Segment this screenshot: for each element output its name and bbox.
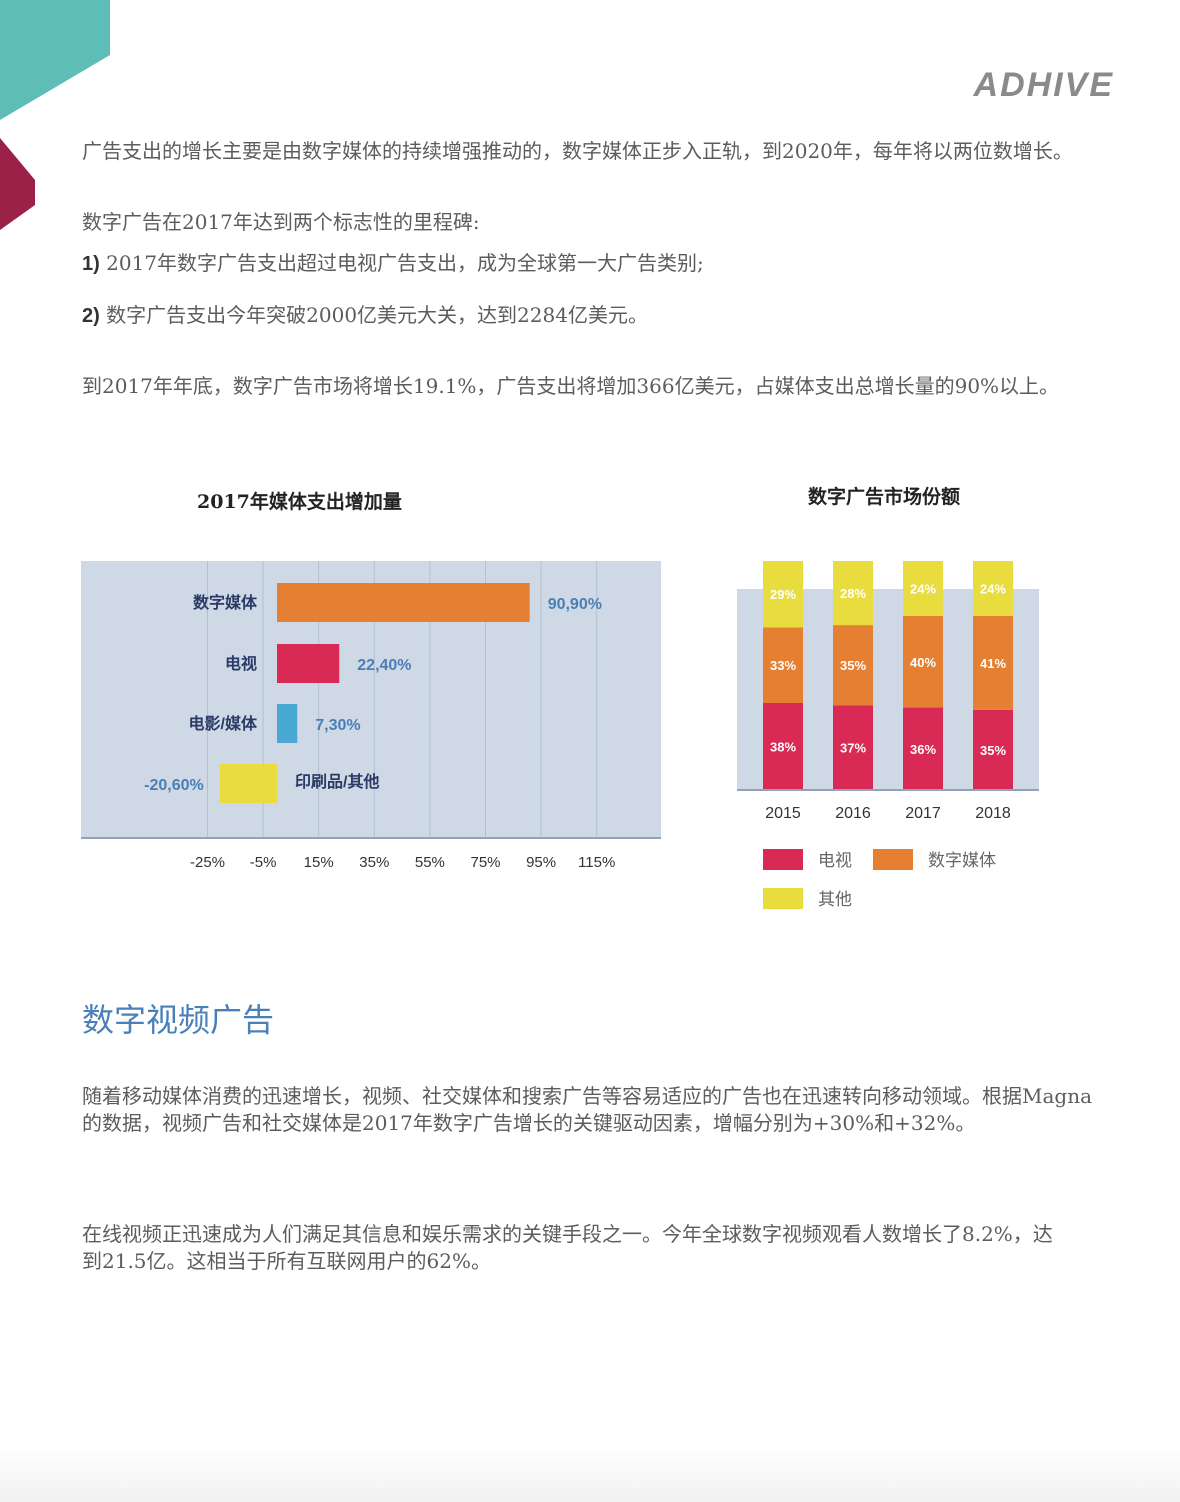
bar-segment bbox=[973, 561, 1013, 616]
section-heading: 数字视频广告 bbox=[82, 1001, 275, 1039]
list-number: 1) bbox=[82, 253, 100, 275]
x-tick-label: 115% bbox=[578, 854, 615, 871]
segment-label: 36% bbox=[910, 742, 936, 757]
bar-segment bbox=[763, 702, 803, 790]
x-tick-label: 55% bbox=[415, 854, 445, 871]
segment-label: 33% bbox=[770, 658, 796, 673]
value-label: 90,90% bbox=[548, 596, 602, 613]
legend-label: 其他 bbox=[818, 890, 852, 910]
paragraph: 到2017年年底，数字广告市场将增长19.1%，广告支出将增加366亿美元，占媒… bbox=[82, 374, 1060, 398]
segment-label: 40% bbox=[910, 655, 936, 670]
legend-swatch bbox=[763, 849, 803, 870]
x-tick-label: 2018 bbox=[975, 805, 1011, 822]
adhive-logo: ADHIVE bbox=[973, 66, 1114, 104]
x-tick-label: 2016 bbox=[835, 805, 871, 822]
bar-segment bbox=[973, 615, 1013, 710]
bar bbox=[219, 764, 277, 803]
bar-segment bbox=[763, 627, 803, 703]
segment-label: 24% bbox=[980, 581, 1006, 596]
bar bbox=[277, 704, 298, 743]
milestone-2: 2) 数字广告支出今年突破2000亿美元大关，达到2284亿美元。 bbox=[82, 302, 1117, 330]
x-tick-label: 75% bbox=[470, 854, 500, 871]
bar-segment bbox=[973, 709, 1013, 790]
category-label: 印刷品/其他 bbox=[295, 772, 379, 791]
category-label: 数字媒体 bbox=[193, 593, 258, 612]
bar-segment bbox=[833, 625, 873, 706]
bar-segment bbox=[903, 615, 943, 708]
x-tick-label: 95% bbox=[526, 854, 556, 871]
x-tick-label: 2017 bbox=[905, 805, 941, 822]
paragraph: 广告支出的增长主要是由数字媒体的持续增强推动的，数字媒体正步入正轨，到2020年… bbox=[82, 139, 1073, 163]
paragraph: 数字广告在2017年达到两个标志性的里程碑: bbox=[82, 210, 480, 234]
bar bbox=[277, 583, 530, 622]
value-label: 22,40% bbox=[357, 657, 411, 674]
x-tick-label: 35% bbox=[359, 854, 389, 871]
bar-segment bbox=[763, 561, 803, 628]
x-tick-label: -5% bbox=[250, 854, 277, 871]
milestone-1: 1) 2017年数字广告支出超过电视广告支出，成为全球第一大广告类别; bbox=[82, 250, 1117, 278]
segment-label: 35% bbox=[980, 743, 1006, 758]
list-number: 2) bbox=[82, 305, 100, 327]
maroon-shape bbox=[0, 138, 35, 230]
legend-swatch bbox=[763, 888, 803, 909]
segment-label: 38% bbox=[770, 739, 796, 754]
bar-segment bbox=[903, 561, 943, 616]
media-spend-bar-chart: -25% -5% 15% 35% 55% 75% 95% 115% 数字媒体 90,90% 电视 22… bbox=[81, 561, 661, 871]
decorative-shapes bbox=[0, 0, 110, 230]
value-label: -20,60% bbox=[144, 777, 204, 794]
legend-label: 数字媒体 bbox=[928, 851, 996, 871]
paragraph: 随着移动媒体消费的迅速增长，视频、社交媒体和搜索广告等容易适应的广告也在迅速转向… bbox=[82, 1084, 1093, 1135]
bar-segment bbox=[903, 707, 943, 790]
milestone-text: 数字广告支出今年突破2000亿美元大关，达到2284亿美元。 bbox=[99, 303, 648, 327]
value-label: 7,30% bbox=[315, 717, 360, 734]
x-tick-label: 15% bbox=[304, 854, 334, 871]
segment-label: 29% bbox=[770, 587, 796, 602]
chart2-title: 数字广告市场份额 bbox=[808, 486, 961, 508]
category-label: 电视 bbox=[225, 654, 257, 673]
milestone-text: 2017年数字广告支出超过电视广告支出，成为全球第一大广告类别; bbox=[99, 251, 704, 275]
legend-label: 电视 bbox=[818, 851, 852, 871]
segment-label: 35% bbox=[840, 658, 866, 673]
segment-label: 41% bbox=[980, 656, 1006, 671]
x-tick-label: 2015 bbox=[765, 805, 801, 822]
chart1-title: 2017年媒体支出增加量 bbox=[197, 491, 402, 513]
bar-segment bbox=[833, 561, 873, 626]
page-footer bbox=[0, 1442, 1180, 1502]
bar-segment bbox=[833, 705, 873, 790]
category-label: 电影/媒体 bbox=[189, 714, 258, 733]
x-tick-label: -25% bbox=[190, 854, 225, 871]
segment-label: 28% bbox=[840, 586, 866, 601]
segment-label: 37% bbox=[840, 741, 866, 756]
paragraph: 在线视频正迅速成为人们满足其信息和娱乐需求的关键手段之一。今年全球数字视频观看人… bbox=[82, 1222, 1053, 1273]
market-share-stacked-chart: 38% 33% 29% 2015 37% 35% 28% 2016 36% 40% 24% 2017 3… bbox=[737, 561, 1039, 910]
legend-swatch bbox=[873, 849, 913, 870]
bar bbox=[277, 644, 340, 683]
teal-shape bbox=[0, 0, 110, 120]
segment-label: 24% bbox=[910, 581, 936, 596]
